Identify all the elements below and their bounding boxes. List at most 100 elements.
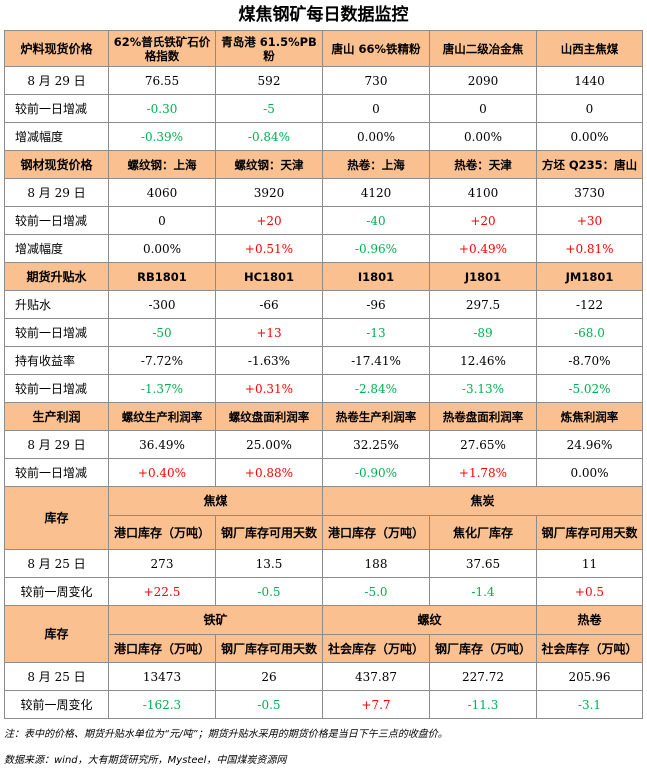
column-header: 社会库存（万吨）	[322, 634, 430, 663]
table-row: 较前一日增减 -50 +13 -13 -89 -68.0	[4, 318, 643, 347]
coal-coke-inventory-group-row: 库存 焦煤 焦炭	[4, 486, 643, 550]
table-row: 较前一日增减 -1.37% +0.31% -2.84% -3.13% -5.02…	[4, 374, 643, 403]
column-header: 热卷：天津	[429, 150, 537, 179]
group-header-rebar: 螺纹	[322, 605, 537, 635]
section-title: 期货升贴水	[4, 262, 109, 291]
table-row: 8 月 29 日 4060 3920 4120 4100 3730	[4, 178, 643, 207]
column-header: 青岛港 61.5%PB粉	[215, 30, 323, 67]
data-cell: +0.5	[536, 577, 643, 606]
section-title: 库存	[4, 605, 109, 663]
section-title: 生产利润	[4, 402, 109, 431]
data-cell: 4100	[429, 178, 537, 207]
data-cell: -0.84%	[215, 122, 323, 151]
steel-spot-header-row: 钢材现货价格 螺纹钢：上海 螺纹钢：天津 热卷：上海 热卷：天津 方坯 Q235…	[4, 150, 643, 179]
section-title: 钢材现货价格	[4, 150, 109, 179]
table-row: 较前一日增减 +0.40% +0.88% -0.90% +1.78% 0.00%	[4, 458, 643, 487]
data-cell: 36.49%	[108, 430, 216, 459]
data-cell: +0.51%	[215, 234, 323, 263]
data-cell: -5.02%	[536, 374, 643, 403]
data-cell: -5.0	[322, 577, 430, 606]
data-cell: 3730	[536, 178, 643, 207]
row-label: 增减幅度	[4, 122, 109, 151]
data-cell: -17.41%	[322, 346, 430, 375]
data-cell: +20	[429, 206, 537, 235]
data-cell: 205.96	[536, 662, 643, 691]
column-header: 港口库存（万吨）	[108, 515, 216, 550]
data-cell: 27.65%	[429, 430, 537, 459]
data-cell: 13.5	[215, 549, 323, 578]
table-row: 较前一周变化 +22.5 -0.5 -5.0 -1.4 +0.5	[4, 577, 643, 606]
ore-steel-inventory-subheader-row: 港口库存（万吨） 钢厂库存可用天数 社会库存（万吨） 钢厂库存（万吨） 社会库存…	[5, 634, 643, 663]
data-cell: -50	[108, 318, 216, 347]
column-header: 唐山 66%铁精粉	[322, 30, 430, 67]
data-cell: +1.78%	[429, 458, 537, 487]
data-cell: +0.31%	[215, 374, 323, 403]
data-cell: 0	[322, 94, 430, 123]
column-header: HC1801	[215, 262, 323, 291]
row-label: 8 月 29 日	[4, 178, 109, 207]
data-cell: -68.0	[536, 318, 643, 347]
data-cell: -5	[215, 94, 323, 123]
row-label: 增减幅度	[4, 234, 109, 263]
data-cell: 76.55	[108, 66, 216, 95]
data-cell: +7.7	[322, 690, 430, 719]
data-cell: 32.25%	[322, 430, 430, 459]
table-row: 升贴水 -300 -66 -96 297.5 -122	[4, 290, 643, 319]
data-cell: -0.5	[215, 690, 323, 719]
column-header: 钢厂库存（万吨）	[429, 634, 537, 663]
futures-basis-header-row: 期货升贴水 RB1801 HC1801 I1801 J1801 JM1801	[4, 262, 643, 291]
coal-coke-inventory-subheader-row: 港口库存（万吨） 钢厂库存可用天数 港口库存（万吨） 焦化厂库存 钢厂库存可用天…	[5, 515, 643, 550]
row-label: 较前一周变化	[4, 577, 109, 606]
data-cell: 0	[536, 94, 643, 123]
data-cell: -3.13%	[429, 374, 537, 403]
column-header: 62%普氏铁矿石价格指数	[108, 30, 216, 67]
column-header: 焦化厂库存	[429, 515, 537, 550]
column-header: 方坯 Q235：唐山	[536, 150, 643, 179]
data-cell: +0.49%	[429, 234, 537, 263]
data-cell: 2090	[429, 66, 537, 95]
section-title: 炉料现货价格	[4, 30, 109, 67]
monitor-table: 炉料现货价格 62%普氏铁矿石价格指数 青岛港 61.5%PB粉 唐山 66%铁…	[4, 30, 643, 719]
group-header-coke: 焦炭	[322, 486, 643, 516]
row-label: 较前一日增减	[4, 318, 109, 347]
data-cell: +0.81%	[536, 234, 643, 263]
data-cell: -8.70%	[536, 346, 643, 375]
data-cell: -1.37%	[108, 374, 216, 403]
row-label: 8 月 25 日	[4, 662, 109, 691]
data-cell: -89	[429, 318, 537, 347]
column-header: 炼焦利润率	[536, 402, 643, 431]
column-header: I1801	[322, 262, 430, 291]
data-cell: 227.72	[429, 662, 537, 691]
column-header: 螺纹生产利润率	[108, 402, 216, 431]
data-cell: -11.3	[429, 690, 537, 719]
data-cell: 25.00%	[215, 430, 323, 459]
row-label: 8 月 25 日	[4, 549, 109, 578]
column-header: 热卷盘面利润率	[429, 402, 537, 431]
section-title: 库存	[4, 486, 109, 550]
row-label: 较前一日增减	[4, 374, 109, 403]
group-header-hot-coil: 热卷	[536, 605, 643, 635]
row-label: 升贴水	[4, 290, 109, 319]
table-row: 增减幅度 0.00% +0.51% -0.96% +0.49% +0.81%	[4, 234, 643, 263]
column-header: 山西主焦煤	[536, 30, 643, 67]
data-cell: -162.3	[108, 690, 216, 719]
data-cell: 0.00%	[536, 122, 643, 151]
data-cell: 0.00%	[322, 122, 430, 151]
data-cell: -122	[536, 290, 643, 319]
data-cell: -1.63%	[215, 346, 323, 375]
data-cell: 4060	[108, 178, 216, 207]
column-header: JM1801	[536, 262, 643, 291]
page-title: 煤焦钢矿每日数据监控	[238, 5, 409, 25]
data-cell: 437.87	[322, 662, 430, 691]
data-cell: -0.30	[108, 94, 216, 123]
group-header-coking-coal: 焦煤	[108, 486, 323, 516]
data-cell: -0.96%	[322, 234, 430, 263]
table-row: 8 月 25 日 13473 26 437.87 227.72 205.96	[4, 662, 643, 691]
data-cell: 297.5	[429, 290, 537, 319]
row-label: 8 月 29 日	[4, 430, 109, 459]
table-row: 8 月 29 日 36.49% 25.00% 32.25% 27.65% 24.…	[4, 430, 643, 459]
row-label: 持有收益率	[4, 346, 109, 375]
data-cell: 3920	[215, 178, 323, 207]
column-header: 螺纹钢：上海	[108, 150, 216, 179]
data-cell: -1.4	[429, 577, 537, 606]
